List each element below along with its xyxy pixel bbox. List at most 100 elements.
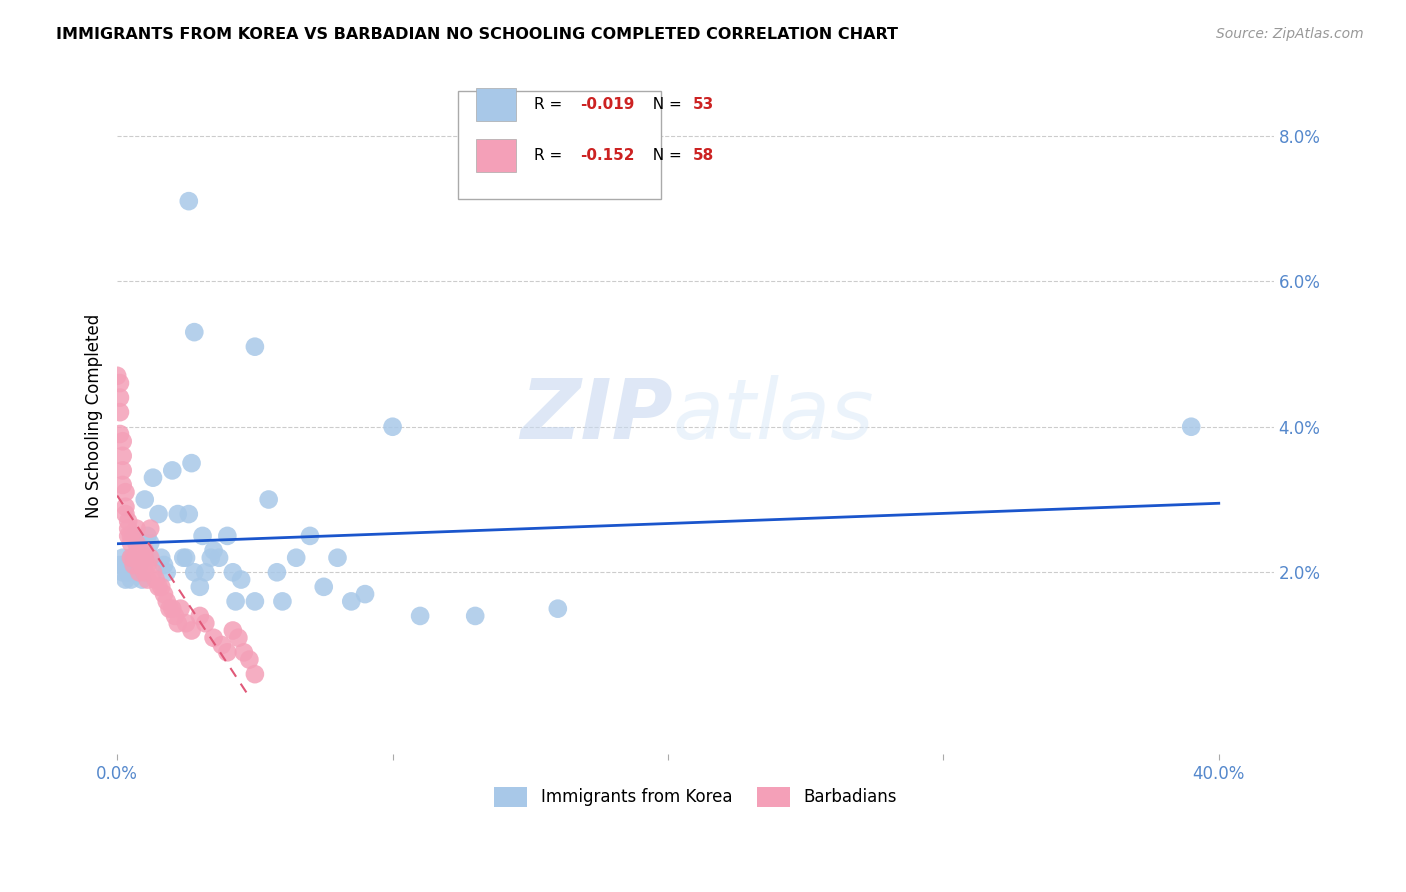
Point [232,645,254,659]
Point [1180,419,1202,434]
Point [191,529,214,543]
Point [111,434,134,449]
Point [148,580,170,594]
Point [202,543,225,558]
Point [243,594,266,608]
Point [122,550,145,565]
Point [172,550,194,565]
Point [243,340,266,354]
Point [128,550,150,565]
Point [111,478,134,492]
Point [174,550,197,565]
Point [134,543,156,558]
Point [111,550,134,565]
Point [136,529,159,543]
Legend: Immigrants from Korea, Barbadians: Immigrants from Korea, Barbadians [488,780,904,814]
Point [134,566,156,580]
Point [128,566,150,580]
Text: R =: R = [534,97,567,112]
Point [117,566,139,580]
Point [381,419,404,434]
Point [271,594,294,608]
Point [238,652,260,666]
Point [326,550,349,565]
Point [162,601,184,615]
Point [131,550,153,565]
Point [139,536,162,550]
Point [125,566,148,580]
Point [298,529,321,543]
Point [131,573,153,587]
Point [222,624,245,638]
Point [200,550,222,565]
Point [114,500,136,514]
Point [222,566,245,580]
Point [145,573,167,587]
Point [225,594,247,608]
Point [134,550,156,565]
Point [159,601,181,615]
Text: 58: 58 [693,148,714,162]
Point [114,507,136,521]
Point [142,566,165,580]
Point [409,609,432,624]
Point [150,550,173,565]
Point [120,550,142,565]
Point [111,566,134,580]
Point [194,566,217,580]
Point [464,609,486,624]
Point [122,529,145,543]
Bar [475,139,516,172]
Point [229,573,252,587]
Point [217,529,239,543]
Point [163,609,186,624]
Point [166,616,188,631]
Point [111,449,134,463]
Point [117,514,139,528]
Point [156,566,179,580]
Point [312,580,335,594]
Point [257,492,280,507]
Point [150,580,173,594]
Point [117,522,139,536]
Point [166,507,188,521]
Text: 53: 53 [693,97,714,112]
Point [354,587,377,601]
Point [108,427,131,442]
Text: ZIP: ZIP [520,376,672,457]
Text: Source: ZipAtlas.com: Source: ZipAtlas.com [1216,27,1364,41]
Point [108,405,131,419]
Point [108,391,131,405]
Point [125,522,148,536]
Point [136,573,159,587]
Point [111,463,134,477]
Text: -0.019: -0.019 [579,97,634,112]
Point [142,471,165,485]
Point [117,529,139,543]
Point [202,631,225,645]
Point [108,558,131,572]
Point [139,550,162,565]
Point [285,550,308,565]
Text: -0.152: -0.152 [579,148,634,162]
Point [139,522,162,536]
Point [217,645,239,659]
Point [148,507,170,521]
Point [134,492,156,507]
Point [243,667,266,681]
Point [162,463,184,477]
Point [177,507,200,521]
Point [128,558,150,572]
Point [114,485,136,500]
Point [125,550,148,565]
Point [114,573,136,587]
Point [208,550,231,565]
Point [120,536,142,550]
Point [266,566,288,580]
Point [120,550,142,565]
Point [153,587,176,601]
Point [188,580,211,594]
Text: atlas: atlas [672,376,875,457]
Point [228,631,250,645]
Point [128,543,150,558]
